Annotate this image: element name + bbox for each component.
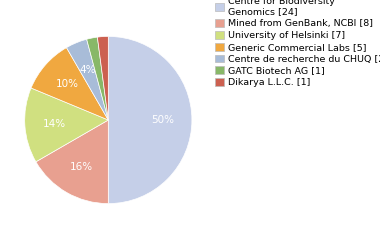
Text: 4%: 4%	[79, 65, 96, 75]
Wedge shape	[97, 36, 108, 120]
Legend: Centre for Biodiversity
Genomics [24], Mined from GenBank, NCBI [8], University : Centre for Biodiversity Genomics [24], M…	[213, 0, 380, 89]
Wedge shape	[66, 39, 108, 120]
Text: 14%: 14%	[43, 119, 66, 129]
Wedge shape	[36, 120, 108, 204]
Wedge shape	[87, 37, 108, 120]
Wedge shape	[25, 88, 108, 162]
Text: 10%: 10%	[56, 79, 79, 89]
Wedge shape	[31, 48, 108, 120]
Wedge shape	[108, 36, 192, 204]
Text: 50%: 50%	[151, 115, 174, 125]
Text: 16%: 16%	[70, 162, 93, 172]
